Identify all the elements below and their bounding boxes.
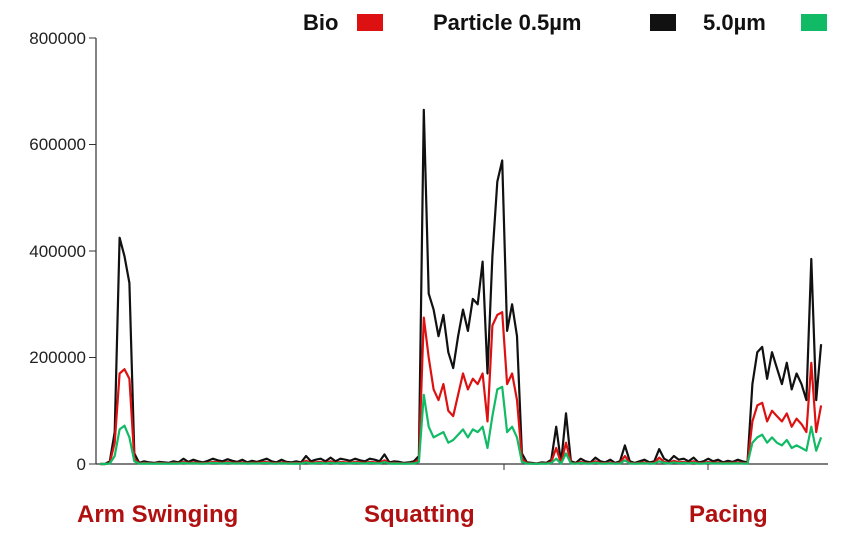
- series-line-0: [100, 108, 823, 466]
- legend-label-particle-0-5: Particle 0.5µm: [433, 10, 581, 35]
- legend-swatch-particle-0-5: [650, 14, 676, 31]
- y-tick-label: 400000: [29, 242, 86, 261]
- activity-label-pacing: Pacing: [689, 501, 768, 528]
- legend: Bio Particle 0.5µm 5.0µm: [303, 10, 827, 35]
- legend-label-particle-5-0: 5.0µm: [703, 10, 766, 35]
- y-tick-label: 800000: [29, 29, 86, 48]
- legend-swatch-particle-5-0: [801, 14, 827, 31]
- series-line-2: [100, 385, 823, 466]
- y-tick-label: 0: [77, 455, 86, 474]
- y-ticks: 0 200000 400000 600000 800000: [29, 29, 96, 474]
- legend-label-bio: Bio: [303, 10, 338, 35]
- activity-label-arm-swinging: Arm Swinging: [77, 501, 238, 528]
- activity-labels: Arm Swinging Squatting Pacing: [77, 501, 768, 528]
- legend-swatch-bio: [357, 14, 383, 31]
- activity-label-squatting: Squatting: [364, 501, 475, 528]
- x-ticks: [299, 464, 709, 470]
- series-line-1: [100, 311, 823, 466]
- y-tick-label: 600000: [29, 135, 86, 154]
- series-layer: [100, 108, 823, 466]
- y-tick-label: 200000: [29, 348, 86, 367]
